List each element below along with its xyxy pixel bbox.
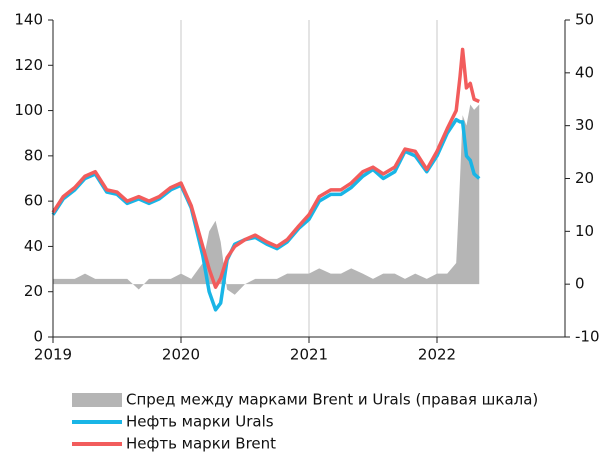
y2-tick-label: 10 (575, 222, 594, 240)
x-tick-label: 2019 (34, 346, 72, 364)
price-line (51, 117, 481, 312)
y-tick-label: 20 (24, 282, 43, 300)
legend-swatch (72, 393, 122, 407)
y2-tick-label: 0 (575, 275, 585, 293)
axis-frame (52, 20, 566, 338)
legend-label: Спред между марками Brent и Urals (права… (126, 391, 538, 409)
y-tick-label: 0 (33, 328, 43, 346)
legend-label: Нефть марки Urals (126, 413, 274, 431)
y2-tick-label: -10 (575, 328, 600, 346)
y-tick-label: 100 (14, 101, 43, 119)
spread-area (53, 104, 480, 295)
legend-label: Нефть марки Brent (126, 435, 276, 453)
y-tick-label: 80 (24, 146, 43, 164)
x-tick-label: 2021 (290, 346, 328, 364)
y-tick-label: 40 (24, 237, 43, 255)
y-tick-label: 140 (14, 11, 43, 29)
y-tick-label: 60 (24, 192, 43, 210)
y2-tick-label: 40 (575, 63, 594, 81)
price-line (51, 47, 480, 289)
y2-tick-label: 20 (575, 169, 594, 187)
x-tick-label: 2020 (162, 346, 200, 364)
y2-tick-label: 50 (575, 11, 594, 29)
y-tick-label: 120 (14, 56, 43, 74)
y2-tick-label: 30 (575, 116, 594, 134)
x-tick-label: 2022 (418, 346, 456, 364)
